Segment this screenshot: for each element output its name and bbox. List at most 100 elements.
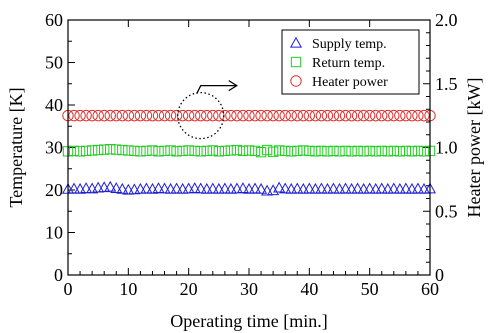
data-point [237, 145, 249, 157]
data-point [86, 109, 98, 122]
data-point [327, 182, 340, 194]
data-point [164, 182, 177, 194]
data-point [376, 109, 388, 122]
data-point [170, 182, 183, 194]
y-tick-label: 50 [45, 53, 63, 73]
data-point [297, 109, 309, 122]
data-point [194, 182, 207, 194]
data-point [135, 146, 146, 157]
y-tick-label: 30 [45, 138, 63, 158]
data-point [99, 144, 110, 155]
data-point [92, 109, 104, 122]
data-point [237, 109, 249, 122]
data-point [218, 182, 231, 194]
legend-label: Heater power [312, 75, 388, 90]
data-point [176, 109, 189, 122]
data-point [357, 109, 370, 122]
data-point [231, 144, 243, 156]
data-point [388, 109, 400, 122]
plot-frame [67, 19, 431, 276]
data-point [68, 145, 80, 157]
data-point [92, 181, 105, 193]
data-point [236, 182, 250, 193]
data-point [249, 109, 261, 122]
data-point [285, 182, 298, 194]
data-point [358, 146, 369, 157]
data-point [182, 109, 195, 122]
data-point [110, 109, 122, 122]
data-point [304, 145, 315, 157]
data-point [207, 145, 218, 156]
data-point [255, 146, 267, 158]
data-point [105, 144, 116, 155]
data-point [158, 182, 171, 194]
data-point [189, 109, 201, 122]
y-tick-label: 0 [54, 265, 63, 285]
data-point [104, 180, 117, 192]
data-point [411, 182, 424, 194]
data-point [110, 182, 123, 193]
data-point [363, 109, 376, 122]
data-point [255, 182, 268, 194]
data-point [339, 182, 352, 194]
data-point [327, 109, 340, 122]
data-point [357, 182, 370, 194]
data-point [261, 144, 273, 156]
y2-tick-label: 0 [435, 265, 444, 285]
data-point [255, 109, 267, 122]
data-point [123, 145, 134, 156]
data-point [200, 182, 213, 194]
data-point [92, 144, 104, 156]
data-point [309, 109, 322, 122]
data-point [158, 109, 171, 122]
data-point [418, 109, 430, 122]
data-point [140, 109, 153, 122]
data-point [340, 145, 351, 157]
data-point [80, 145, 92, 157]
x-tick-label: 30 [240, 279, 258, 299]
data-point [74, 109, 86, 122]
data-point [316, 145, 327, 157]
data-point [224, 182, 237, 194]
data-point [303, 109, 316, 122]
series-layer [61, 109, 437, 196]
legend-label: Supply temp. [312, 37, 387, 52]
data-point [141, 145, 152, 157]
data-point [291, 182, 304, 194]
data-point [104, 109, 116, 122]
data-point [261, 184, 274, 196]
data-point [363, 182, 376, 194]
data-point [128, 109, 141, 122]
data-point [201, 145, 212, 157]
data-point [243, 145, 255, 156]
legend-marker [290, 75, 302, 87]
data-point [286, 146, 297, 157]
data-point [67, 182, 81, 194]
data-point [267, 146, 279, 157]
data-point [370, 109, 382, 122]
data-point [176, 182, 189, 194]
data-point [310, 146, 321, 157]
x-tick-label: 0 [64, 279, 73, 299]
bottom-axis-ticks: 0 10 20 30 40 50 60 [64, 20, 439, 299]
data-point [273, 181, 286, 193]
legend: Supply temp. Return temp. Heater power [281, 29, 420, 95]
data-point [261, 109, 273, 122]
data-point [394, 146, 406, 157]
data-point [159, 145, 170, 157]
data-point [370, 146, 381, 157]
data-point [134, 109, 147, 122]
data-point [412, 145, 424, 157]
data-point [334, 146, 345, 157]
data-point [129, 145, 140, 157]
data-point [279, 109, 291, 122]
data-point [400, 109, 412, 122]
data-point [351, 109, 364, 122]
data-point [219, 145, 231, 157]
data-point [153, 146, 164, 157]
data-point [225, 145, 237, 156]
data-point [201, 109, 213, 122]
data-point [242, 182, 256, 194]
data-point [122, 109, 135, 122]
data-point [273, 145, 285, 156]
